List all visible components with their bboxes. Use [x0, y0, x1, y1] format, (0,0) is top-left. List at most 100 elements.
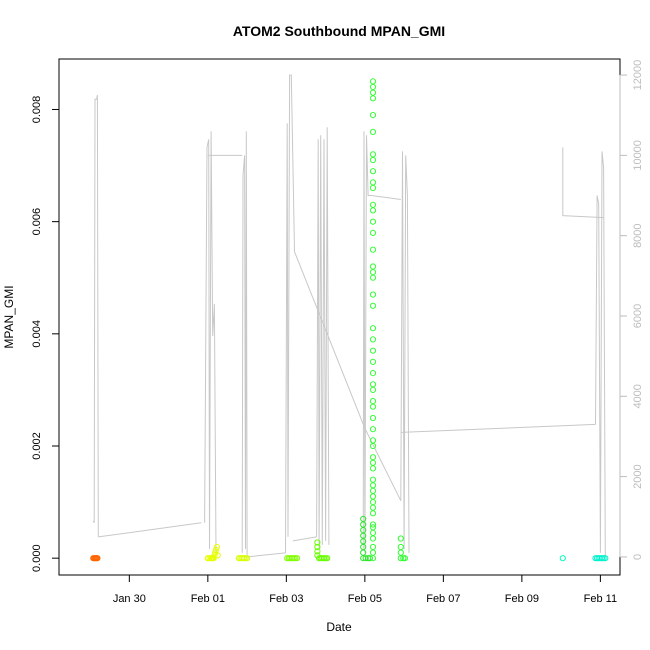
y2-axis: 0 2000 4000 6000 8000 10000 12000: [619, 60, 644, 560]
data-point: [369, 156, 377, 164]
x-tick-label: Feb 07: [426, 593, 460, 605]
y-tick-label: 0.008: [31, 96, 43, 124]
line-segment-2: [204, 131, 217, 553]
y2-tick-label: 2000: [632, 464, 644, 488]
data-point: [369, 347, 377, 354]
data-point: [362, 555, 369, 562]
data-point: [559, 555, 566, 562]
line-segment-14: [400, 423, 596, 433]
y-tick-label: 0.006: [31, 208, 43, 236]
data-point: [369, 524, 377, 531]
data-point: [401, 555, 408, 562]
data-point: [212, 546, 220, 553]
y2-tick-label: 10000: [632, 140, 644, 171]
data-point: [210, 555, 217, 562]
line-segment-15: [562, 147, 604, 219]
line-segment-4: [241, 131, 248, 557]
data-point: [213, 543, 220, 551]
data-point: [369, 465, 377, 472]
data-point: [369, 358, 377, 365]
point-series: [90, 78, 609, 562]
line-segment-5: [247, 552, 286, 558]
x-tick-label: Feb 11: [584, 593, 617, 605]
y-tick-label: 0.002: [31, 432, 43, 460]
x-axis-label: Date: [326, 620, 352, 634]
data-point: [369, 83, 377, 91]
data-point: [369, 89, 377, 96]
data-point: [369, 246, 377, 253]
y-axis: 0.000 0.002 0.004 0.006 0.008: [31, 96, 60, 572]
data-point: [369, 437, 377, 444]
x-tick-label: Jan 30: [113, 593, 146, 605]
data-point: [369, 459, 377, 466]
line-segment-9: [316, 127, 330, 549]
data-point: [369, 291, 377, 298]
data-point: [214, 552, 221, 559]
data-point: [369, 426, 377, 433]
x-axis: Jan 30 Feb 01 Feb 03 Feb 05 Feb 07 Feb 09 Feb …: [113, 574, 617, 605]
data-point: [369, 493, 377, 500]
y-axis-label: MPAN_GMI: [2, 285, 16, 348]
line-segment-13: [400, 151, 410, 553]
y2-tick-label: 0: [632, 554, 644, 560]
y2-tick-label: 8000: [632, 223, 644, 247]
y2-tick-label: 6000: [632, 304, 644, 328]
data-point: [369, 112, 377, 119]
line-segment-7: [294, 251, 366, 429]
y-tick-label: 0.004: [31, 320, 43, 348]
data-point: [369, 201, 377, 208]
data-point: [369, 476, 377, 483]
data-point: [369, 370, 377, 377]
data-point: [369, 529, 377, 537]
data-point: [369, 184, 377, 192]
data-point: [397, 543, 404, 551]
plot-frame: [58, 58, 621, 576]
data-point: [369, 168, 377, 175]
data-point: [369, 151, 377, 158]
data-point: [369, 336, 377, 343]
x-tick-label: Feb 01: [191, 593, 225, 605]
data-point: [369, 499, 377, 506]
data-point: [369, 274, 377, 281]
data-point: [369, 543, 377, 551]
data-point: [369, 179, 377, 186]
data-point: [369, 504, 377, 511]
data-point: [360, 543, 367, 551]
data-point: [369, 229, 377, 236]
data-point: [369, 269, 377, 276]
line-segment-10: [362, 131, 372, 553]
data-point: [369, 381, 377, 388]
data-point: [602, 555, 609, 562]
data-point: [369, 95, 377, 102]
data-point: [369, 487, 377, 494]
data-point: [369, 521, 377, 528]
data-point: [369, 386, 377, 393]
data-point: [211, 552, 218, 559]
line-segment-8: [292, 536, 317, 542]
data-point: [369, 218, 377, 225]
data-point: [324, 555, 331, 562]
secondary-line-series: [92, 74, 606, 558]
data-point: [292, 555, 299, 562]
data-point: [369, 549, 377, 556]
data-point: [360, 515, 367, 523]
data-point: [369, 454, 377, 461]
data-point: [369, 302, 377, 309]
line-segment-16: [595, 151, 606, 557]
x-tick-label: Feb 05: [348, 593, 382, 605]
data-point: [94, 555, 101, 562]
data-point: [369, 403, 377, 410]
data-point: [397, 535, 404, 542]
line-segment-1: [98, 522, 202, 538]
data-point: [244, 555, 251, 562]
data-point: [369, 128, 377, 135]
line-segment-6: [285, 74, 295, 553]
data-point: [369, 325, 377, 332]
data-point: [369, 398, 377, 405]
y-tick-label: 0.000: [31, 544, 43, 572]
data-point: [314, 539, 321, 546]
data-point: [314, 548, 321, 555]
data-point: [600, 555, 607, 562]
chart-title: ATOM2 Southbound MPAN_GMI: [233, 23, 445, 39]
